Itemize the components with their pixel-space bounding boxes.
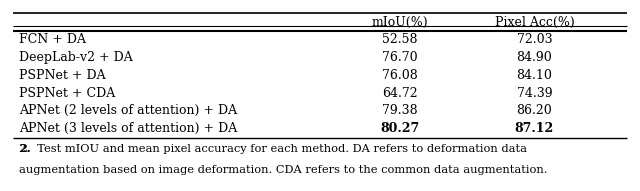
Text: 2.: 2.	[19, 143, 31, 155]
Text: FCN + DA: FCN + DA	[19, 33, 86, 46]
Text: DeepLab-v2 + DA: DeepLab-v2 + DA	[19, 51, 133, 64]
Text: 84.10: 84.10	[516, 69, 552, 82]
Text: 80.27: 80.27	[380, 122, 420, 135]
Text: 76.08: 76.08	[382, 69, 418, 82]
Text: 74.39: 74.39	[516, 87, 552, 100]
Text: Pixel Acc(%): Pixel Acc(%)	[495, 16, 574, 29]
Text: APNet (2 levels of attention) + DA: APNet (2 levels of attention) + DA	[19, 104, 237, 117]
Text: 64.72: 64.72	[382, 87, 418, 100]
Text: mIoU(%): mIoU(%)	[372, 16, 428, 29]
Text: 86.20: 86.20	[516, 104, 552, 117]
Text: 72.03: 72.03	[516, 33, 552, 46]
Text: APNet (3 levels of attention) + DA: APNet (3 levels of attention) + DA	[19, 122, 237, 135]
Text: PSPNet + DA: PSPNet + DA	[19, 69, 106, 82]
Text: augmentation based on image deformation. CDA refers to the common data augmentat: augmentation based on image deformation.…	[19, 165, 548, 175]
Text: 84.90: 84.90	[516, 51, 552, 64]
Text: 87.12: 87.12	[515, 122, 554, 135]
Text: 52.58: 52.58	[382, 33, 418, 46]
Text: 79.38: 79.38	[382, 104, 418, 117]
Text: PSPNet + CDA: PSPNet + CDA	[19, 87, 115, 100]
Text: 76.70: 76.70	[382, 51, 418, 64]
Text: 2.  Test mIOU and mean pixel accuracy for each method. DA refers to deformation : 2. Test mIOU and mean pixel accuracy for…	[19, 144, 527, 154]
